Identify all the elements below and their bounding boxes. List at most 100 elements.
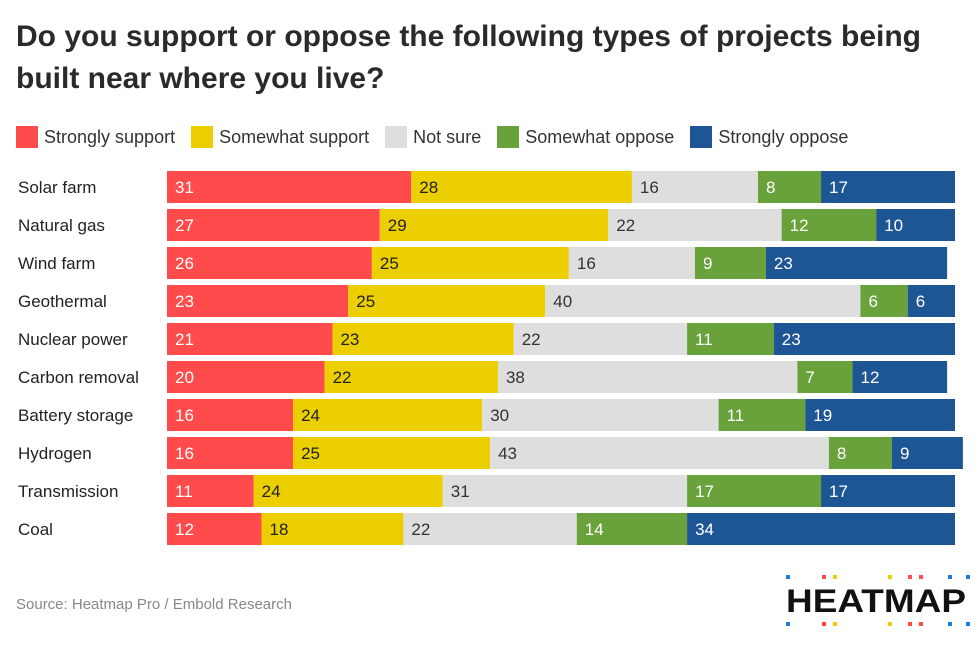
category-label: Geothermal	[18, 292, 107, 311]
bar-segment	[167, 475, 254, 507]
bar-segment	[694, 247, 766, 279]
data-label: 22	[411, 520, 430, 539]
data-label: 6	[916, 292, 925, 311]
data-label: 16	[175, 406, 194, 425]
logo-dots	[786, 575, 970, 626]
data-label: 34	[695, 520, 714, 539]
bar-segment	[253, 475, 443, 507]
data-label: 8	[837, 444, 846, 463]
data-label: 31	[175, 178, 194, 197]
bar-segment	[907, 285, 955, 317]
legend-item: Not sure	[385, 126, 481, 148]
bar-segment	[718, 399, 806, 431]
bar-segment	[773, 323, 955, 355]
data-label: 17	[829, 178, 848, 197]
data-label: 28	[419, 178, 438, 197]
bar-segment	[293, 437, 491, 469]
bar-segment	[860, 285, 908, 317]
bar-segment	[513, 323, 688, 355]
legend-swatch	[690, 126, 713, 148]
bar-segment	[490, 437, 829, 469]
data-label: 6	[868, 292, 877, 311]
bar-segment	[876, 209, 955, 241]
category-label: Solar farm	[18, 178, 96, 197]
category-label: Wind farm	[18, 254, 95, 273]
bar-segment	[167, 399, 294, 431]
bar-segment	[293, 399, 483, 431]
bar-segment	[167, 361, 325, 393]
data-label: 24	[262, 482, 281, 501]
bar-segment	[324, 361, 498, 393]
data-label: 29	[388, 216, 407, 235]
data-label: 12	[175, 520, 194, 539]
bar-segment	[442, 475, 688, 507]
legend-swatch	[497, 126, 520, 148]
bar-segment	[687, 513, 955, 545]
bar-segment	[828, 437, 892, 469]
bar-segment	[167, 285, 349, 317]
data-label: 12	[861, 368, 880, 387]
data-label: 19	[813, 406, 832, 425]
bar-segment	[805, 399, 955, 431]
data-label: 8	[766, 178, 775, 197]
data-label: 31	[451, 482, 470, 501]
chart-title: Do you support or oppose the following t…	[16, 20, 922, 95]
svg-text:HEATMAP: HEATMAP	[786, 583, 966, 619]
data-label: 9	[900, 444, 909, 463]
data-label: 27	[175, 216, 194, 235]
legend-label: Not sure	[413, 126, 482, 147]
heatmap-logo: HEATMAP	[786, 575, 970, 626]
data-label: 30	[490, 406, 509, 425]
legend-swatch	[191, 126, 214, 148]
category-label: Hydrogen	[18, 444, 92, 463]
bar-segment	[167, 247, 372, 279]
legend-swatch	[16, 126, 38, 148]
data-label: 16	[640, 178, 659, 197]
bar-segment	[568, 247, 695, 279]
data-label: 16	[577, 254, 596, 273]
bar-segment	[576, 513, 688, 545]
data-label: 11	[175, 482, 193, 501]
bar-segment	[332, 323, 514, 355]
data-label: 17	[829, 482, 848, 501]
data-label: 7	[805, 368, 814, 387]
category-label: Nuclear power	[18, 330, 128, 349]
data-label: 11	[727, 406, 745, 425]
legend-item: Somewhat support	[191, 126, 369, 148]
legend-item: Strongly oppose	[690, 126, 848, 148]
category-label: Carbon removal	[18, 368, 139, 387]
bar-segment	[852, 361, 948, 393]
bar-segment	[411, 171, 632, 203]
bar-segment	[167, 437, 294, 469]
data-label: 26	[175, 254, 194, 273]
legend-item: Strongly support	[16, 126, 175, 148]
bar-segment	[821, 475, 955, 507]
data-label: 10	[884, 216, 903, 235]
bar-segment	[167, 323, 333, 355]
bar-segment	[167, 209, 380, 241]
bar-segment	[545, 285, 861, 317]
data-label: 11	[695, 330, 713, 349]
data-label: 23	[175, 292, 194, 311]
legend-swatch	[385, 126, 408, 148]
data-label: 16	[175, 444, 194, 463]
bar-segment	[797, 361, 853, 393]
data-label: 24	[301, 406, 320, 425]
bar-segment	[348, 285, 546, 317]
bar-segment	[371, 247, 569, 279]
data-label: 22	[333, 368, 352, 387]
bar-segment	[403, 513, 577, 545]
legend-item: Somewhat oppose	[497, 126, 674, 148]
bar-segment	[687, 475, 822, 507]
data-label: 40	[553, 292, 572, 311]
data-label: 43	[498, 444, 517, 463]
data-label: 38	[506, 368, 525, 387]
category-label: Natural gas	[18, 216, 105, 235]
legend-label: Strongly support	[44, 126, 176, 147]
legend-label: Strongly oppose	[718, 126, 849, 147]
bar-segment	[781, 209, 877, 241]
data-label: 25	[356, 292, 375, 311]
legend: Strongly support Somewhat support Not sure…	[16, 126, 848, 148]
bar-segment	[631, 171, 758, 203]
